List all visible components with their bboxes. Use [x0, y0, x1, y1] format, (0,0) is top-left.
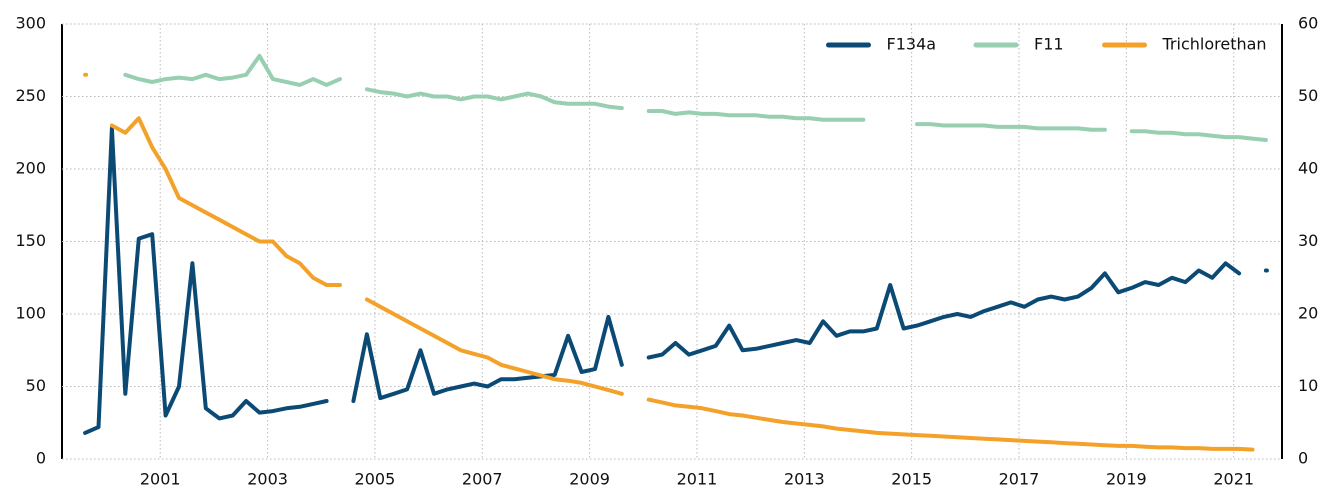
series-line	[123, 53, 342, 87]
y-tick-label: 300	[15, 14, 46, 33]
series-line	[83, 126, 329, 435]
series-line	[1129, 129, 1268, 142]
x-tick-label: 2019	[1106, 470, 1147, 489]
series-line	[646, 261, 1242, 360]
y2-tick-label: 50	[1298, 86, 1318, 105]
y2-tick-label: 0	[1298, 449, 1308, 468]
y-tick-label: 150	[15, 231, 46, 250]
y-tick-label: 100	[15, 304, 46, 323]
y2-tick-label: 10	[1298, 376, 1318, 395]
series-line	[646, 397, 1255, 452]
y2-tick-label: 30	[1298, 231, 1318, 250]
x-tick-label: 2003	[247, 470, 288, 489]
y2-tick-label: 60	[1298, 14, 1318, 33]
x-tick-label: 2021	[1213, 470, 1254, 489]
y-tick-label: 0	[36, 449, 46, 468]
series-line	[646, 109, 866, 122]
legend-label: F11	[1034, 35, 1064, 54]
y-tick-label: 200	[15, 159, 46, 178]
y2-tick-label: 20	[1298, 304, 1318, 323]
x-tick-label: 2005	[355, 470, 396, 489]
x-tick-label: 2001	[140, 470, 181, 489]
x-tick-label: 2007	[462, 470, 503, 489]
x-tick-label: 2009	[569, 470, 610, 489]
series-line	[351, 314, 624, 403]
y-tick-label: 250	[15, 86, 46, 105]
y2-tick-label: 40	[1298, 159, 1318, 178]
x-tick-label: 2015	[891, 470, 932, 489]
series-line	[364, 87, 624, 111]
legend-label: F134a	[887, 35, 937, 54]
series-line	[109, 116, 342, 287]
x-tick-label: 2013	[784, 470, 825, 489]
series-line	[364, 297, 624, 396]
x-tick-label: 2011	[677, 470, 718, 489]
series-line	[915, 122, 1107, 132]
legend-label: Trichlorethan	[1162, 35, 1267, 54]
y-tick-label: 50	[26, 376, 46, 395]
x-tick-label: 2017	[999, 470, 1040, 489]
